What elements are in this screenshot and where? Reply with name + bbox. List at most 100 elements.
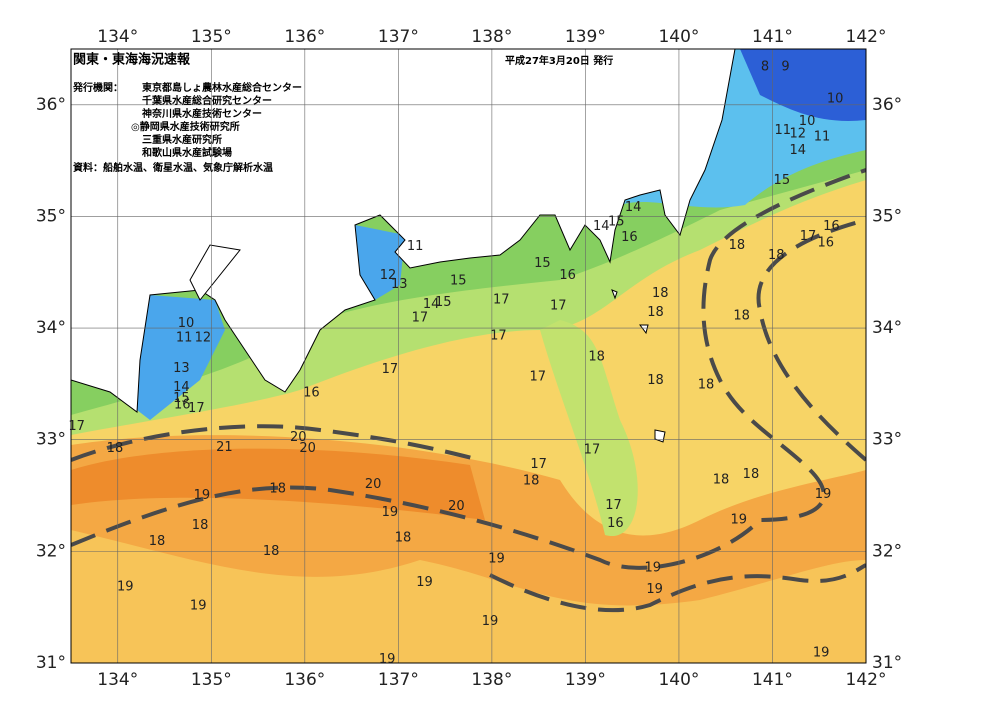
isotherm-label: 16 bbox=[818, 236, 835, 251]
isotherm-label: 15 bbox=[608, 215, 625, 230]
isotherm-label: 11 bbox=[814, 130, 831, 145]
izu-islands bbox=[611, 289, 666, 443]
issuer-label: 発行機関： bbox=[72, 81, 123, 94]
isotherm-label: 20 bbox=[299, 441, 316, 456]
isotherm-label: 18 bbox=[713, 472, 730, 487]
isotherm-label: 14 bbox=[593, 219, 610, 234]
x-tick-label: 135° bbox=[191, 27, 232, 47]
isotherm-label: 19 bbox=[482, 614, 499, 629]
x-tick-label: 142° bbox=[846, 670, 887, 690]
y-tick-label: 32° bbox=[36, 541, 66, 561]
y-tick-label: 36° bbox=[872, 95, 902, 115]
isotherm-label: 15 bbox=[450, 274, 467, 289]
issuer: 東京都島しょ農林水産総合センター bbox=[142, 81, 302, 94]
issuer: ◎静岡県水産技術研究所 bbox=[131, 120, 240, 133]
x-tick-label: 138° bbox=[471, 670, 512, 690]
isotherm-label: 20 bbox=[365, 477, 382, 492]
isotherm-label: 16 bbox=[621, 230, 638, 245]
x-tick-label: 134° bbox=[97, 670, 138, 690]
y-tick-label: 33° bbox=[36, 430, 66, 450]
kuroshio-core bbox=[71, 448, 485, 520]
isotherm-label: 17 bbox=[800, 229, 817, 244]
south-water bbox=[71, 530, 866, 663]
isotherm-label: 17 bbox=[412, 311, 429, 326]
x-tick-label: 142° bbox=[846, 27, 887, 47]
ise-bay bbox=[355, 225, 405, 300]
issuer: 神奈川県水産技術センター bbox=[142, 107, 262, 120]
isotherm-label: 9 bbox=[781, 59, 789, 74]
isotherm-label: 19 bbox=[646, 582, 663, 597]
isotherm-label: 10 bbox=[827, 92, 844, 107]
y-tick-label: 31° bbox=[872, 653, 902, 673]
isotherm-label: 17 bbox=[530, 457, 547, 472]
y-tick-label: 35° bbox=[872, 206, 902, 226]
isotherm-label: 17 bbox=[382, 362, 399, 377]
isotherm-label: 13 bbox=[173, 361, 190, 376]
isotherm-label: 18 bbox=[523, 474, 540, 489]
isotherm-label: 17 bbox=[493, 293, 510, 308]
isotherm-label: 20 bbox=[448, 499, 465, 514]
map-frame bbox=[70, 48, 867, 664]
isotherm-label: 12 bbox=[380, 268, 397, 283]
x-tick-label: 134° bbox=[97, 27, 138, 47]
isotherm-label: 17 bbox=[529, 370, 546, 385]
isotherm-label: 19 bbox=[379, 652, 396, 667]
x-tick-label: 136° bbox=[284, 27, 325, 47]
issuer: 三重県水産研究所 bbox=[142, 133, 222, 146]
isotherm-label: 14 bbox=[625, 200, 642, 215]
isotherm-label: 18 bbox=[263, 544, 280, 559]
isotherm-label: 18 bbox=[647, 305, 664, 320]
x-tick-label: 140° bbox=[658, 27, 699, 47]
isotherm-label: 11 bbox=[407, 239, 424, 254]
isotherm-label: 17 bbox=[188, 401, 205, 416]
isotherm-label: 19 bbox=[194, 488, 211, 503]
kii-channel bbox=[137, 295, 225, 420]
isotherm-label: 15 bbox=[173, 391, 190, 406]
issuer: 千葉県水産総合研究センター bbox=[142, 94, 272, 107]
y-tick-label: 34° bbox=[872, 318, 902, 338]
isotherm-label: 18 bbox=[729, 238, 746, 253]
isotherm-label: 18 bbox=[395, 530, 412, 545]
isotherm-label: 18 bbox=[733, 308, 750, 323]
isotherm-label: 15 bbox=[534, 256, 551, 271]
isotherm-label: 16 bbox=[174, 398, 191, 413]
isotherm-label: 14 bbox=[789, 143, 806, 158]
x-tick-label: 139° bbox=[565, 670, 606, 690]
isotherm-label: 15 bbox=[435, 295, 452, 310]
land bbox=[71, 49, 736, 413]
isotherm-label: 18 bbox=[107, 441, 124, 456]
isotherm-label: 19 bbox=[190, 599, 207, 614]
isotherm-label: 11 bbox=[176, 331, 193, 346]
isotherm-label: 17 bbox=[584, 442, 601, 457]
isotherm-label: 18 bbox=[192, 518, 209, 533]
data-source: 資料：船舶水温、衛星水温、気象庁解析水温 bbox=[73, 161, 273, 174]
x-tick-label: 137° bbox=[378, 670, 419, 690]
isotherm-label: 8 bbox=[761, 59, 769, 74]
isotherm-label: 17 bbox=[605, 498, 622, 513]
isotherm-label: 19 bbox=[644, 561, 661, 576]
x-tick-label: 141° bbox=[752, 27, 793, 47]
x-tick-label: 136° bbox=[284, 670, 325, 690]
isotherm-label: 17 bbox=[68, 419, 85, 434]
isotherm-label: 18 bbox=[652, 286, 669, 301]
y-tick-label: 33° bbox=[872, 430, 902, 450]
y-tick-label: 32° bbox=[872, 541, 902, 561]
y-tick-label: 34° bbox=[36, 318, 66, 338]
isotherm-label: 18 bbox=[269, 481, 286, 496]
isotherm-label: 18 bbox=[588, 350, 605, 365]
isotherm-label: 16 bbox=[607, 516, 624, 531]
issue-date: 平成27年3月20日 発行 bbox=[505, 54, 613, 67]
isotherm-label: 21 bbox=[216, 440, 233, 455]
isotherm-label: 19 bbox=[416, 575, 433, 590]
isotherm-label: 19 bbox=[488, 552, 505, 567]
isotherm-label: 19 bbox=[382, 505, 399, 520]
awaji-island bbox=[189, 244, 241, 301]
title: 関東・東海海況速報 bbox=[73, 52, 191, 68]
isotherm-label: 16 bbox=[303, 385, 320, 400]
isotherm-label: 18 bbox=[698, 378, 715, 393]
kuroshio-axis bbox=[71, 168, 866, 613]
isotherm-label: 10 bbox=[799, 114, 816, 129]
isotherm-label: 17 bbox=[550, 298, 567, 313]
isotherm-label: 11 bbox=[774, 123, 791, 138]
